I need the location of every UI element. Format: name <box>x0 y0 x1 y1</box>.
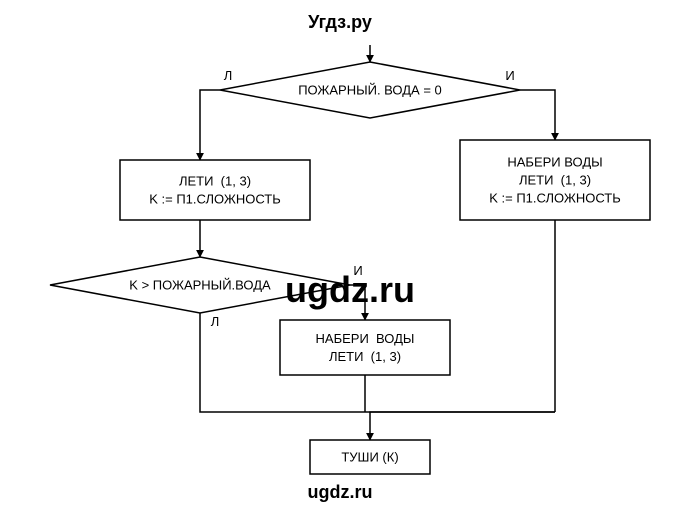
flow-edge <box>370 412 555 440</box>
edge-label: И <box>505 68 514 83</box>
process-node <box>280 320 450 375</box>
node-text: ТУШИ (К) <box>341 450 398 465</box>
flowchart-canvas: ЛИИЛПОЖАРНЫЙ. ВОДА = 0ЛЕТИ (1, 3)K := П1… <box>0 0 680 508</box>
watermark-text: Угдз.ру <box>308 12 372 32</box>
edge-label: Л <box>211 314 220 329</box>
node-text: ПОЖАРНЫЙ. ВОДА = 0 <box>298 83 442 98</box>
node-text: K > ПОЖАРНЫЙ.ВОДА <box>129 278 271 293</box>
watermark-text: ugdz.ru <box>308 482 373 502</box>
watermark-text: ugdz.ru <box>285 269 415 310</box>
edge-label: Л <box>224 68 233 83</box>
process-node <box>120 160 310 220</box>
flow-edge <box>520 90 555 140</box>
flow-edge <box>200 90 220 160</box>
